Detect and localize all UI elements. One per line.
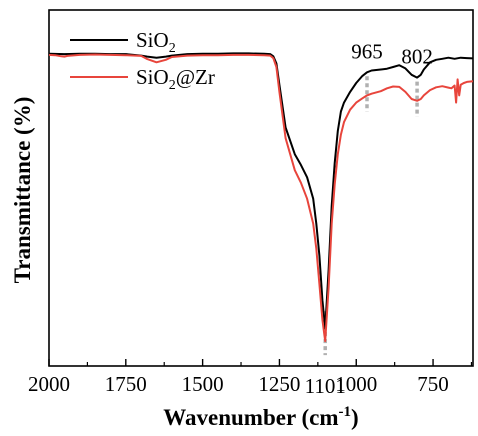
- x-tick-label-1000: 1000: [335, 372, 377, 396]
- x-tick-label-2000: 2000: [28, 372, 70, 396]
- annotation-label-802: 802: [401, 45, 433, 69]
- legend-label-sio2: SiO2: [136, 28, 176, 56]
- x-tick-label-750: 750: [417, 372, 449, 396]
- annotation-label-965: 965: [351, 39, 383, 63]
- x-tick-label-1750: 1750: [105, 372, 147, 396]
- x-axis-ticks: 2000 1750 1500 1250 1000 750: [28, 359, 473, 396]
- series-line-sio2: [48, 52, 474, 330]
- y-axis-title: Transmittance (%): [10, 97, 35, 284]
- series-lines: [48, 52, 474, 343]
- annotation-labels: 965 802 1101: [305, 39, 433, 398]
- legend-label-sio2-zr: SiO2@Zr: [136, 65, 215, 93]
- x-tick-label-1500: 1500: [182, 372, 224, 396]
- x-axis-title: Wavenumber (cm-1): [163, 404, 358, 430]
- x-tick-label-1250: 1250: [258, 372, 300, 396]
- series-line-sio2-zr: [48, 53, 474, 343]
- plot-frame: [48, 9, 474, 367]
- annotation-label-1101: 1101: [305, 374, 346, 398]
- legend: SiO2 SiO2@Zr: [70, 28, 215, 93]
